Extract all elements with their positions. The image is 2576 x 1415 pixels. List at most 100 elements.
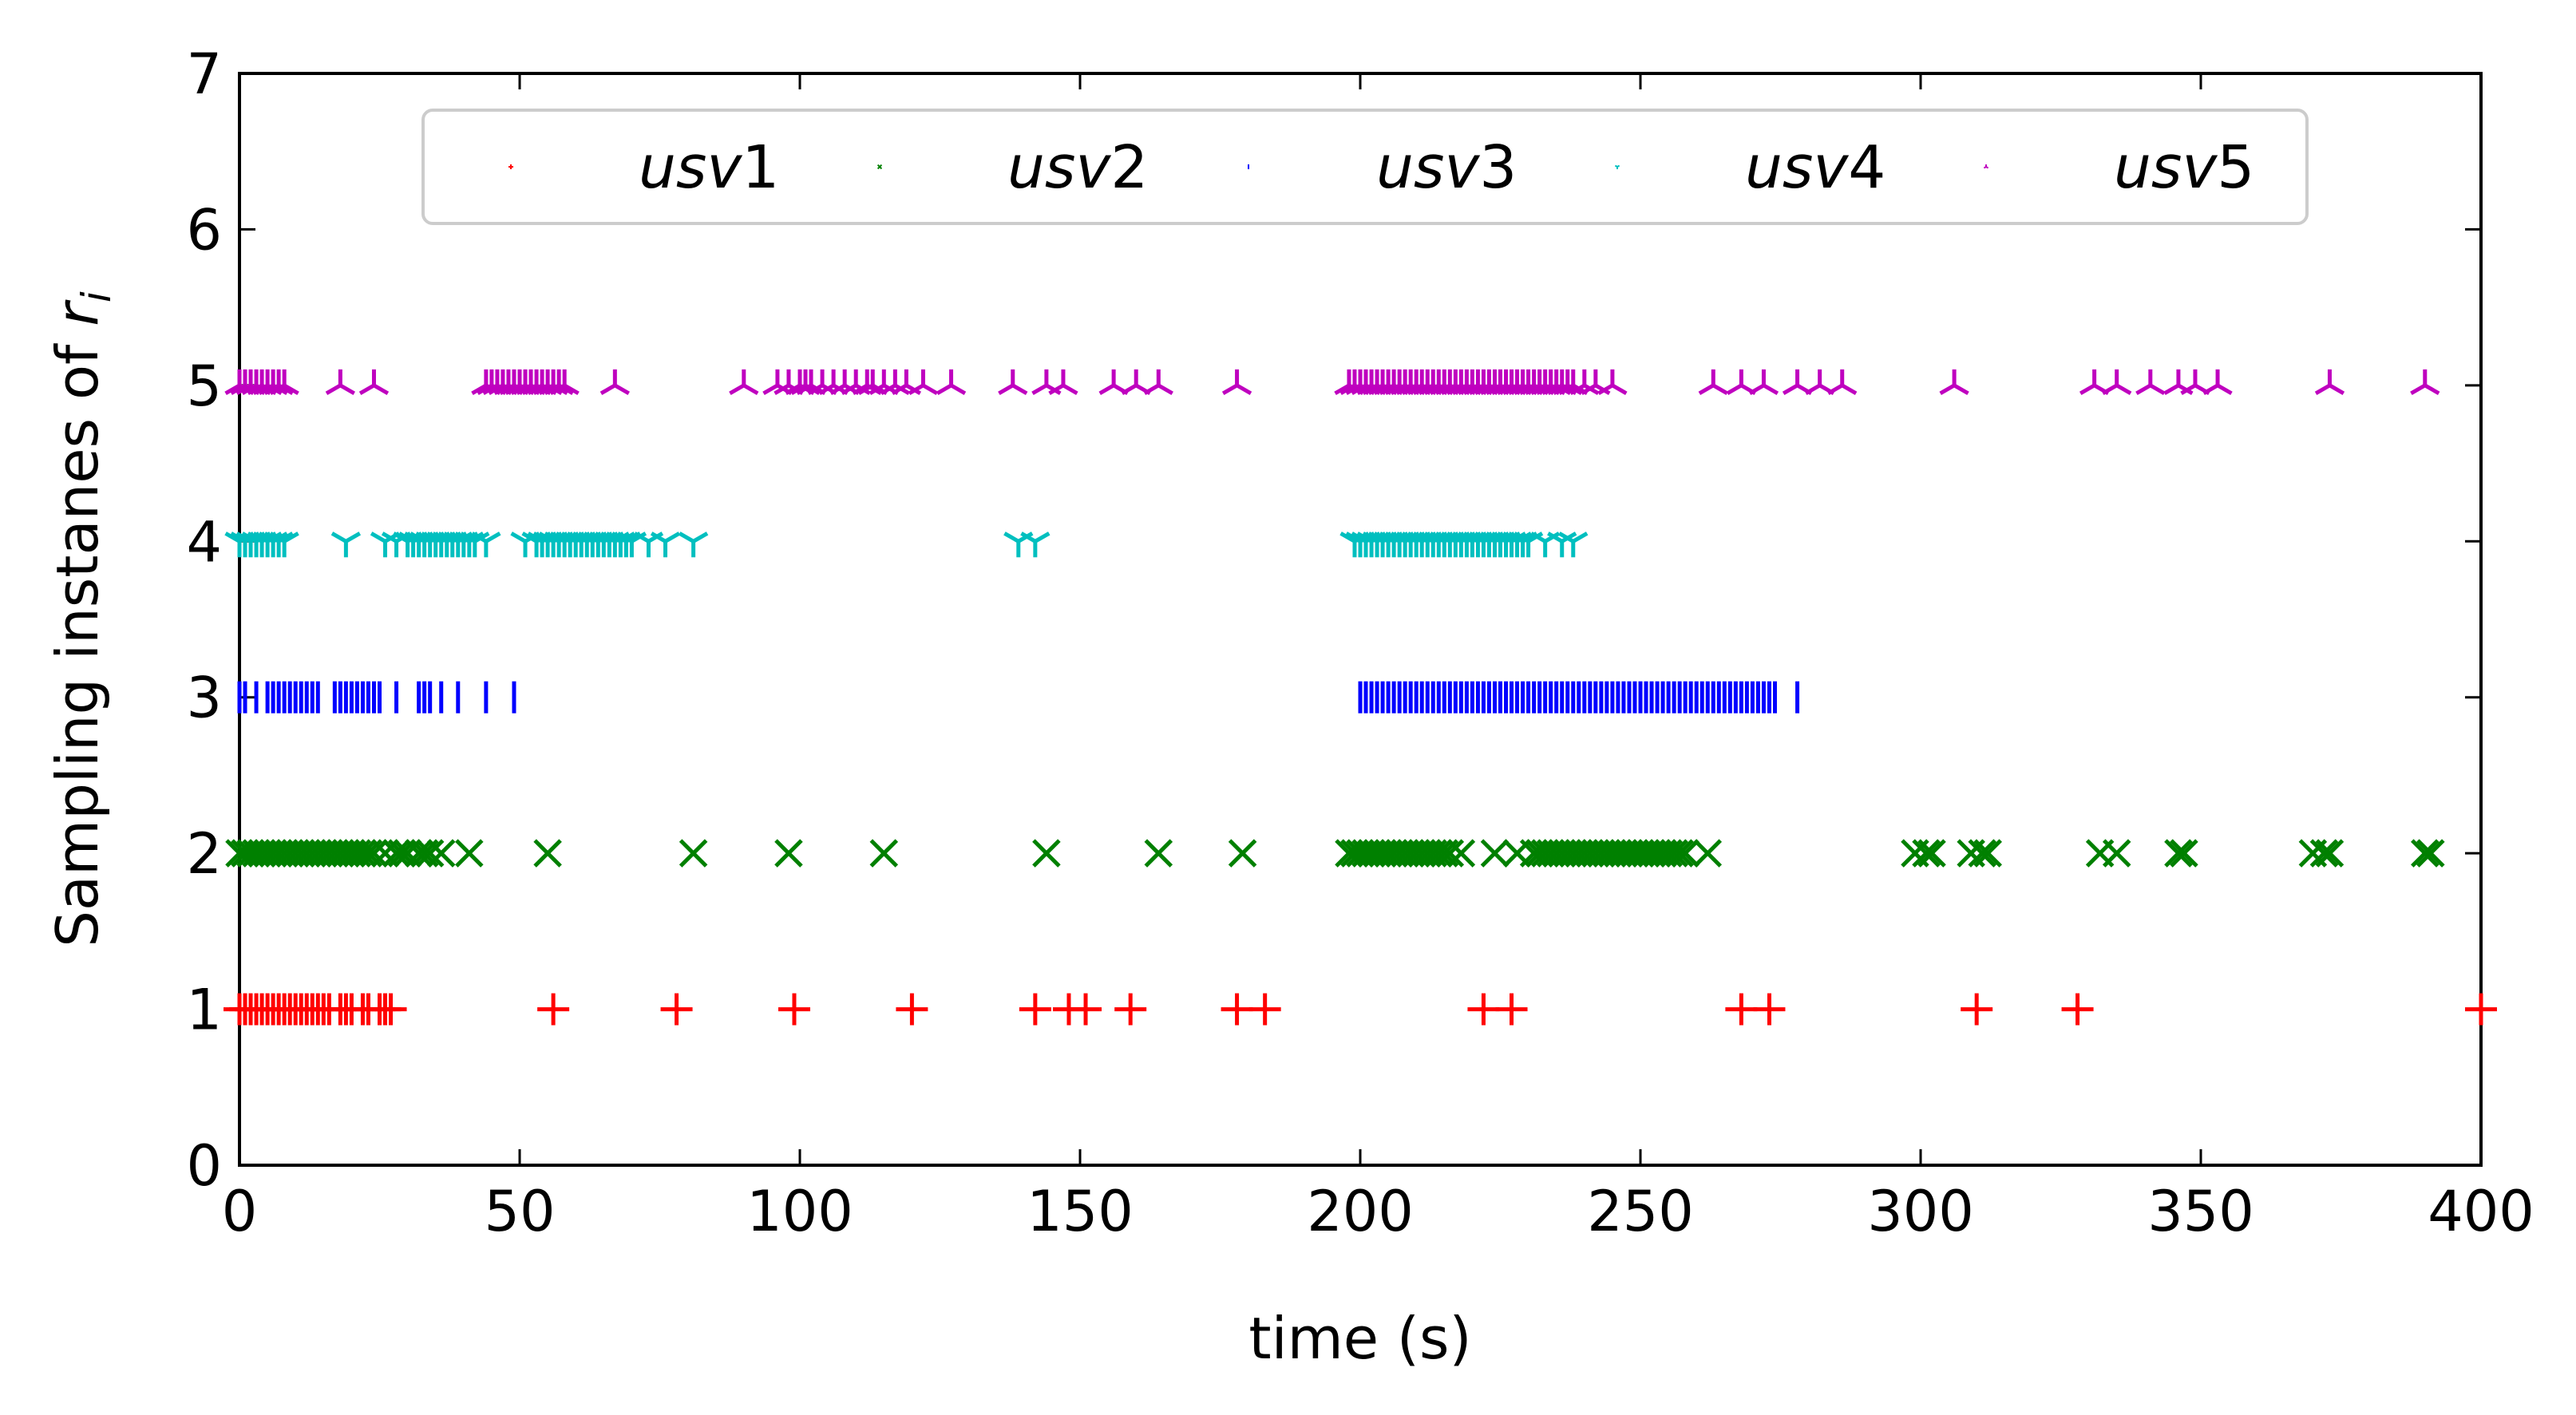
data-point	[1070, 993, 1102, 1026]
legend-marker	[508, 164, 513, 169]
data-point	[1144, 839, 1173, 868]
y-tick-label: 2	[186, 821, 222, 887]
data-point	[348, 839, 378, 868]
data-point	[404, 839, 433, 868]
plot-area	[224, 369, 2497, 1026]
series-usv3	[237, 681, 1800, 713]
axes-frame	[238, 72, 2483, 1167]
y-tick-label: 3	[186, 666, 222, 731]
series-usv2	[225, 839, 2445, 868]
data-point	[325, 369, 356, 396]
legend-item-usv3: usv3	[1248, 133, 1517, 202]
data-point	[1480, 839, 1510, 868]
data-point	[1698, 369, 1728, 396]
data-point	[1248, 993, 1281, 1026]
data-point	[1019, 993, 1051, 1026]
x-tick-label: 350	[2147, 1179, 2254, 1244]
data-point	[1558, 532, 1589, 558]
data-point	[2061, 993, 2094, 1026]
data-point	[678, 532, 709, 558]
data-point	[1020, 532, 1051, 558]
data-point	[2079, 369, 2110, 396]
data-point	[1121, 369, 1151, 396]
data-point	[1228, 839, 1257, 868]
legend-item-usv1: usv1	[508, 133, 779, 202]
data-point	[2202, 369, 2233, 396]
data-point	[679, 839, 708, 868]
data-point	[1114, 993, 1147, 1026]
data-point	[374, 993, 407, 1026]
y-axis-label-text: Sampling instanes of	[44, 326, 111, 947]
data-point	[2164, 839, 2193, 868]
y-tick-label: 6	[186, 197, 222, 263]
data-point	[471, 532, 501, 558]
legend-item-usv2: usv2	[876, 133, 1148, 202]
data-point	[1693, 839, 1723, 868]
data-point	[1221, 993, 1253, 1026]
data-point	[1221, 369, 1252, 396]
data-point	[869, 839, 899, 868]
data-point	[2102, 369, 2132, 396]
data-point	[382, 839, 411, 868]
x-tick-label: 150	[1027, 1179, 1134, 1244]
data-point	[1973, 839, 2003, 868]
data-point	[1671, 839, 1700, 868]
data-point	[269, 532, 299, 558]
x-tick-label: 400	[2428, 1179, 2534, 1244]
data-point	[330, 532, 362, 558]
y-axis: 0 1 2 3 4 5 6 7	[186, 42, 2481, 1199]
data-point	[1143, 369, 1173, 396]
data-point	[1726, 369, 1757, 396]
legend-item-usv5: usv5	[1983, 133, 2254, 202]
data-point	[1665, 839, 1694, 868]
y-axis-label-variable: r	[44, 299, 111, 326]
data-point	[998, 369, 1028, 396]
x-axis-label: time (s)	[1248, 1305, 1471, 1372]
plot-frame	[238, 72, 2483, 1167]
x-tick-label: 100	[746, 1179, 853, 1244]
data-point	[1435, 839, 1465, 868]
data-point	[729, 369, 759, 396]
data-point	[1467, 993, 1500, 1026]
series-usv1	[224, 993, 2497, 1026]
data-point	[1804, 369, 1835, 396]
data-point	[2309, 839, 2339, 868]
data-point	[2135, 369, 2166, 396]
data-point	[2315, 839, 2345, 868]
data-point	[1597, 369, 1628, 396]
legend: usv1 usv2 usv3 usv4 usv5	[421, 109, 2309, 225]
data-point	[1782, 369, 1813, 396]
data-point	[1495, 993, 1528, 1026]
y-axis-label-subscript: i	[73, 291, 120, 302]
data-point	[1424, 839, 1454, 868]
data-point	[1968, 839, 1996, 868]
series-usv4	[224, 532, 1589, 558]
data-point	[2410, 369, 2440, 396]
data-point	[2416, 839, 2445, 868]
data-point	[359, 839, 389, 868]
data-point	[1098, 369, 1129, 396]
legend-label: usv1	[639, 133, 779, 202]
y-tick-label: 5	[186, 354, 222, 419]
data-point	[2170, 839, 2198, 868]
data-point	[908, 369, 939, 396]
x-tick-label: 50	[484, 1179, 555, 1244]
data-point	[415, 839, 445, 868]
data-point	[1827, 369, 1858, 396]
data-point	[1939, 369, 1969, 396]
data-point	[2102, 839, 2131, 868]
data-point	[1912, 839, 1941, 868]
y-tick-label: 7	[186, 42, 222, 107]
data-point	[2314, 369, 2345, 396]
legend-label: usv5	[2114, 133, 2254, 202]
x-tick-label: 300	[1867, 1179, 1974, 1244]
legend-label: usv3	[1376, 133, 1517, 202]
data-point	[778, 993, 810, 1026]
data-point	[774, 839, 803, 868]
data-point	[896, 993, 928, 1026]
data-point	[1725, 993, 1758, 1026]
data-point	[2411, 839, 2439, 868]
legend-label: usv2	[1007, 133, 1148, 202]
data-point	[1917, 839, 1946, 868]
data-point	[426, 839, 456, 868]
